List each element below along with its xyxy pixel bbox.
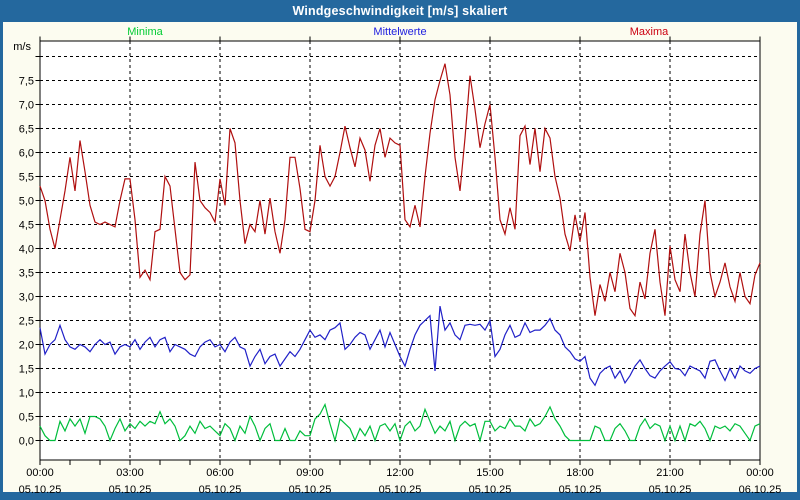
legend-label-maxima: Maxima (629, 26, 669, 38)
legend-label-minima: Minima (127, 26, 163, 38)
window-title: Windgeschwindigkeit [m/s] skaliert (292, 4, 508, 18)
title-bar: Windgeschwindigkeit [m/s] skaliert (0, 0, 800, 22)
chart-panel (3, 22, 797, 492)
legend-label-mittelwerte: Mittelwerte (373, 26, 427, 38)
